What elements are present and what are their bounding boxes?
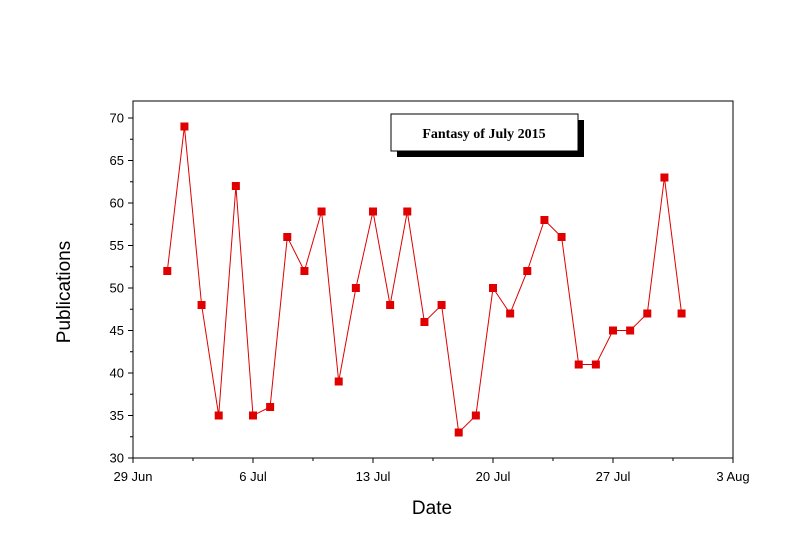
plot-frame: [132, 100, 734, 459]
data-point-marker: [300, 267, 309, 275]
data-point-marker: [557, 233, 566, 241]
y-tick-label: 50: [110, 281, 124, 296]
chart-title: Fantasy of July 2015: [422, 127, 545, 142]
data-point-marker: [626, 326, 635, 335]
data-point-marker: [180, 122, 189, 131]
y-tick-label: 55: [110, 238, 124, 253]
title-box-frame: [390, 113, 579, 152]
title-box: Fantasy of July 2015: [390, 113, 584, 157]
data-point-marker: [420, 318, 429, 326]
data-point-marker: [369, 207, 377, 216]
data-point-marker: [523, 267, 532, 275]
data-point-marker: [197, 301, 206, 309]
data-point-marker: [471, 411, 480, 420]
data-point-marker: [643, 309, 652, 318]
data-point-marker: [437, 301, 446, 309]
series-line: [166, 126, 683, 434]
x-axis-title: Date: [412, 498, 452, 519]
data-point-marker: [351, 284, 360, 292]
data-point-marker: [231, 182, 240, 190]
data-point-marker: [454, 428, 463, 437]
y-tick-label: 70: [110, 111, 124, 126]
y-tick-label: 40: [110, 366, 124, 381]
data-point-marker: [386, 301, 395, 309]
ticks-layer: 30 35 40 45 50 55 60 65 70 29 Jun 6 Jul 13 Jul 20 Ju…: [110, 111, 750, 485]
data-point-marker: [317, 207, 326, 216]
x-tick-label: 6 Jul: [239, 469, 267, 484]
plot-layer: [163, 122, 686, 437]
data-point-marker: [660, 173, 669, 182]
data-point-marker: [506, 309, 515, 318]
data-point-marker: [591, 360, 600, 369]
x-tick-label: 13 Jul: [356, 469, 391, 484]
x-tick-label: 3 Aug: [716, 469, 749, 484]
y-tick-label: 65: [110, 153, 124, 168]
x-tick-label: 20 Jul: [476, 469, 511, 484]
data-point-marker: [609, 326, 617, 335]
data-point-marker: [334, 377, 343, 386]
data-point-marker: [677, 309, 686, 318]
data-point-marker: [540, 216, 549, 224]
data-point-marker: [163, 267, 172, 275]
data-point-marker: [214, 411, 223, 420]
data-point-marker: [266, 403, 275, 411]
data-point-marker: [574, 360, 583, 369]
data-point-marker: [489, 284, 497, 292]
x-tick-label: 29 Jun: [113, 469, 152, 484]
data-point-marker: [283, 233, 292, 241]
data-point-marker: [403, 207, 412, 216]
y-tick-label: 35: [110, 408, 124, 423]
y-tick-label: 45: [110, 323, 124, 338]
y-axis-title: Publications: [54, 241, 75, 343]
y-tick-label: 30: [110, 451, 124, 466]
y-tick-label: 60: [110, 196, 124, 211]
data-point-marker: [249, 411, 257, 420]
x-tick-label: 27 Jul: [596, 469, 631, 484]
